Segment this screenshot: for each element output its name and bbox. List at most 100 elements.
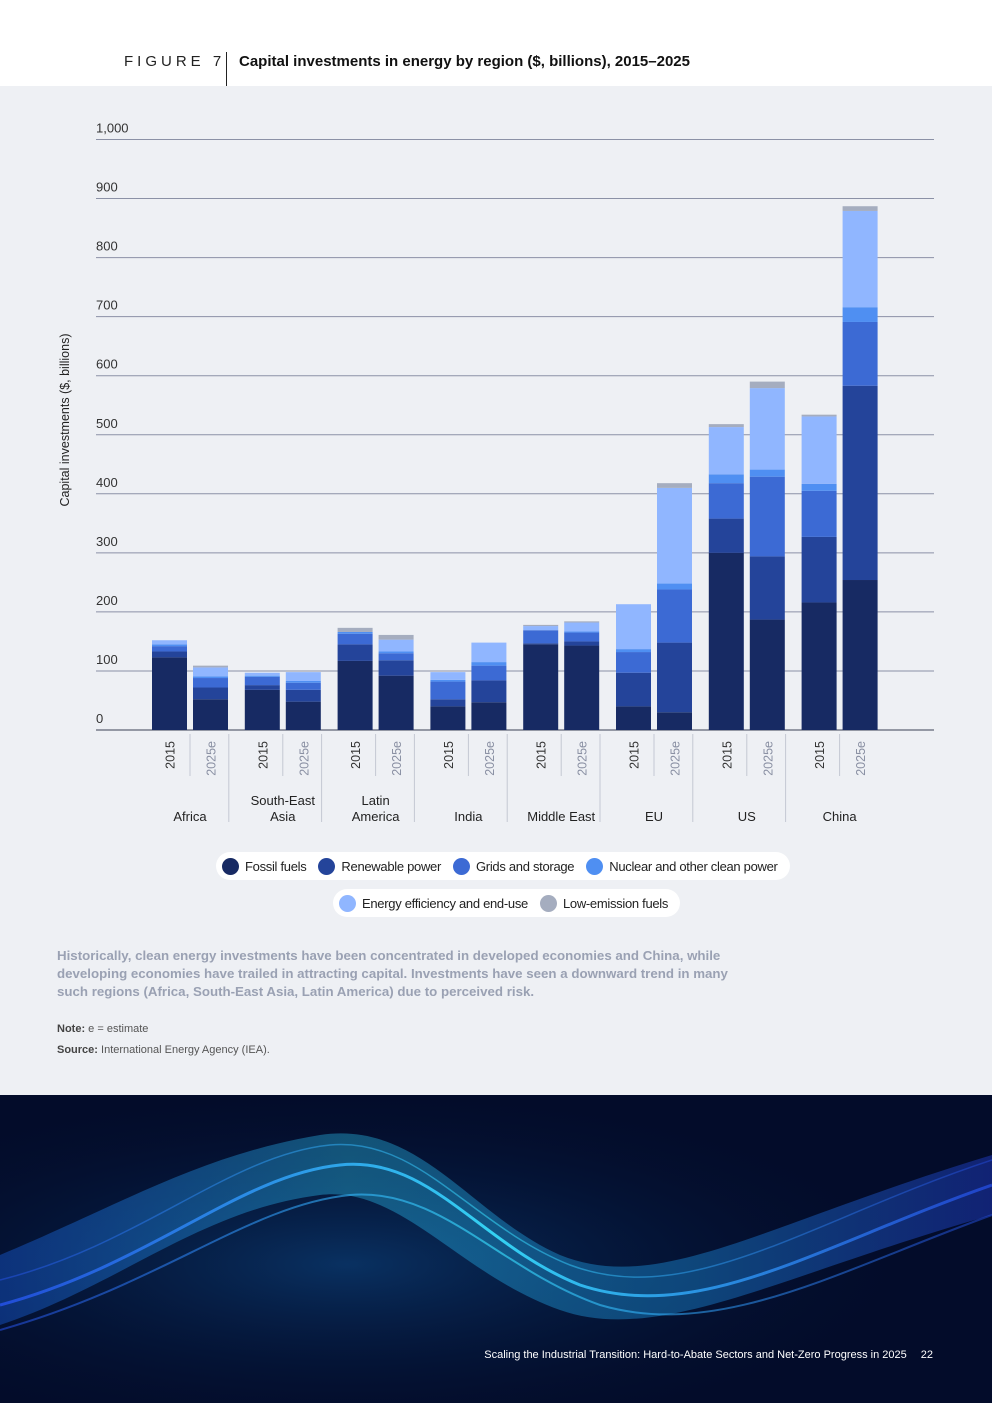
legend-item-energy-efficiency-and-end-use: Energy efficiency and end-use <box>339 894 528 912</box>
source-text: International Energy Agency (IEA). <box>101 1044 270 1056</box>
bar-year-label: 2025e <box>576 741 590 776</box>
footer-wave-image: Scaling the Industrial Transition: Hard-… <box>0 1095 992 1403</box>
y-tick-label: 300 <box>96 534 118 549</box>
bar-grids-and-storage <box>616 652 651 673</box>
bar-energy-efficiency-and-end-use <box>471 642 507 663</box>
legend-swatch <box>586 857 604 875</box>
bar-energy-efficiency-and-end-use <box>842 210 878 308</box>
bar-year-label: 2025e <box>761 741 775 776</box>
bar-grids-and-storage <box>749 476 785 557</box>
bar-fossil-fuels <box>244 689 280 730</box>
bar-fossil-fuels <box>193 699 228 730</box>
source-label: Source: <box>57 1044 98 1056</box>
y-tick-label: 800 <box>96 239 118 254</box>
bar-low-emission-fuels <box>378 634 414 640</box>
bar-nuclear-and-other-clean-power <box>471 662 507 666</box>
bar-fossil-fuels <box>523 644 559 730</box>
y-tick-label: 100 <box>96 652 118 667</box>
bar-energy-efficiency-and-end-use <box>801 416 837 484</box>
bar-energy-efficiency-and-end-use <box>285 672 321 681</box>
region-label: Latin <box>361 793 389 808</box>
stacked-bar-chart: 0 100 200 300 400 500 600 700 800 900 1,000 Capital… <box>58 121 934 824</box>
y-tick-label: 600 <box>96 357 118 372</box>
legend-item-renewable-power: Renewable power <box>318 857 441 875</box>
y-tick-label: 700 <box>96 298 118 313</box>
bar-nuclear-and-other-clean-power <box>749 469 785 477</box>
bar-year-label: 2015 <box>535 741 549 769</box>
bar-nuclear-and-other-clean-power <box>657 583 692 590</box>
page-header: FIGURE 7 Capital investments in energy b… <box>0 0 992 86</box>
bar-nuclear-and-other-clean-power <box>564 631 600 633</box>
figure-note: Note: e = estimate <box>57 1023 148 1035</box>
bar-energy-efficiency-and-end-use <box>193 667 228 677</box>
figure-label: FIGURE 7 <box>124 53 226 70</box>
region-label: South-East <box>251 793 316 808</box>
bar-fossil-fuels <box>657 712 692 730</box>
bar-year-label: 2025e <box>390 741 404 776</box>
bar-energy-efficiency-and-end-use <box>244 672 280 676</box>
bar-nuclear-and-other-clean-power <box>244 675 280 677</box>
legend-label: Grids and storage <box>476 858 575 874</box>
page-number: 22 <box>920 1349 933 1361</box>
legend-swatch <box>318 857 336 875</box>
bar-renewable-power <box>564 641 600 646</box>
y-tick-label: 400 <box>96 475 118 490</box>
bar-renewable-power <box>801 536 837 603</box>
bar-fossil-fuels <box>430 706 466 730</box>
bar-year-label: 2015 <box>256 741 270 769</box>
bar-fossil-fuels <box>801 602 837 730</box>
y-axis-label: Capital investments ($, billions) <box>58 334 72 507</box>
bar-nuclear-and-other-clean-power <box>378 651 414 654</box>
bar-fossil-fuels <box>749 619 785 730</box>
legend-label: Fossil fuels <box>245 858 307 874</box>
bar-fossil-fuels <box>337 660 373 730</box>
legend-label: Nuclear and other clean power <box>609 858 778 874</box>
bar-fossil-fuels <box>471 702 507 730</box>
bar-fossil-fuels <box>564 645 600 730</box>
bar-renewable-power <box>152 651 187 658</box>
bar-nuclear-and-other-clean-power <box>193 676 228 679</box>
figure-divider <box>226 52 227 86</box>
bar-energy-efficiency-and-end-use <box>523 626 559 631</box>
legend-item-nuclear-and-other-clean-power: Nuclear and other clean power <box>586 857 778 875</box>
bar-year-label: 2015 <box>442 741 456 769</box>
region-label: India <box>454 809 483 824</box>
legend-label: Low-emission fuels <box>562 895 669 911</box>
region-label: US <box>738 809 756 824</box>
bar-low-emission-fuels <box>749 381 785 389</box>
y-tick-label: 0 <box>96 711 103 726</box>
bar-renewable-power <box>193 687 228 700</box>
bar-low-emission-fuels <box>193 665 228 668</box>
bar-grids-and-storage <box>285 682 321 690</box>
bar-low-emission-fuels <box>842 206 878 211</box>
legend-item-fossil-fuels: Fossil fuels <box>222 857 307 875</box>
bar-year-label: 2025e <box>483 741 497 776</box>
note-text: e = estimate <box>88 1023 149 1035</box>
bar-renewable-power <box>430 699 466 707</box>
region-label: America <box>352 809 400 824</box>
legend-label: Renewable power <box>341 858 441 874</box>
bar-grids-and-storage <box>244 676 280 686</box>
bar-low-emission-fuels <box>708 424 744 428</box>
bar-year-label: 2025e <box>297 741 311 776</box>
bar-grids-and-storage <box>708 483 744 519</box>
bar-fossil-fuels <box>616 706 651 730</box>
legend-swatch <box>539 894 557 912</box>
bar-fossil-fuels <box>842 580 878 730</box>
bar-nuclear-and-other-clean-power <box>801 483 837 491</box>
bar-energy-efficiency-and-end-use <box>616 604 651 650</box>
bar-year-label: 2015 <box>164 741 178 769</box>
bar-energy-efficiency-and-end-use <box>152 640 187 645</box>
bar-year-label: 2025e <box>854 741 868 776</box>
bar-grids-and-storage <box>523 630 559 644</box>
bar-fossil-fuels <box>708 552 744 730</box>
bar-energy-efficiency-and-end-use <box>378 639 414 652</box>
bar-fossil-fuels <box>378 675 414 730</box>
region-label: EU <box>645 809 663 824</box>
bar-renewable-power <box>842 385 878 581</box>
figure-caption: Historically, clean energy investments h… <box>57 948 728 999</box>
bar-low-emission-fuels <box>564 621 600 623</box>
bar-renewable-power <box>378 660 414 676</box>
bar-grids-and-storage <box>152 646 187 652</box>
footer: Scaling the Industrial Transition: Hard-… <box>484 1349 933 1361</box>
